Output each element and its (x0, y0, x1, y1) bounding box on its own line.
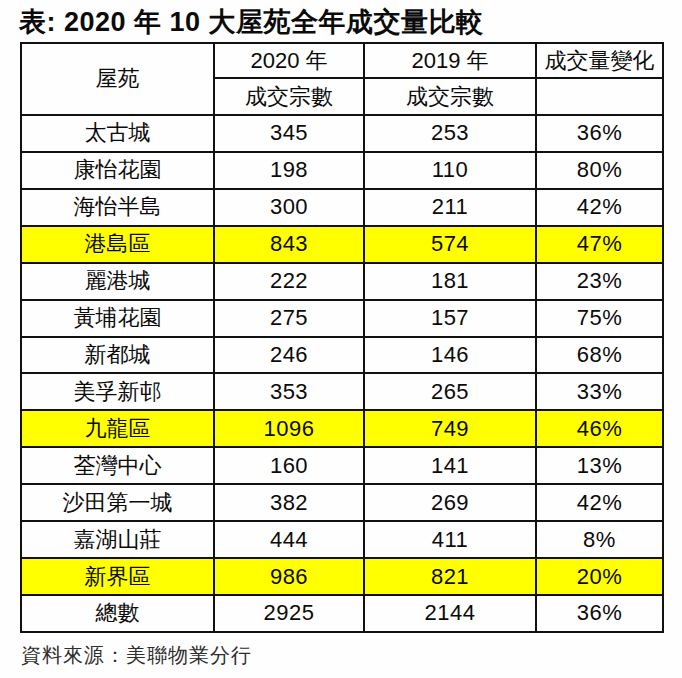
change-cell: 13% (536, 447, 663, 484)
estate-cell: 總數 (21, 595, 214, 632)
page: 表: 2020 年 10 大屋苑全年成交量比較 屋苑 2020 年 2019 年… (0, 0, 682, 678)
deals-2020-cell: 345 (214, 115, 364, 152)
header-change-empty (536, 78, 663, 115)
deals-2020-cell: 300 (214, 189, 364, 226)
deals-2019-cell: 265 (364, 373, 536, 410)
deals-2019-cell: 253 (364, 115, 536, 152)
estate-cell: 九龍區 (21, 410, 214, 447)
deals-2020-cell: 843 (214, 226, 364, 263)
deals-2019-cell: 110 (364, 152, 536, 189)
change-cell: 46% (536, 410, 663, 447)
table-row: 康怡花園 198 110 80% (21, 152, 663, 189)
estate-cell: 新界區 (21, 558, 214, 595)
table-row: 麗港城 222 181 23% (21, 263, 663, 300)
deals-2019-cell: 749 (364, 410, 536, 447)
deals-2020-cell: 986 (214, 558, 364, 595)
change-cell: 20% (536, 558, 663, 595)
table-row: 新都城 246 146 68% (21, 337, 663, 374)
header-year-2019: 2019 年 (364, 43, 536, 78)
estate-cell: 荃灣中心 (21, 447, 214, 484)
change-cell: 42% (536, 484, 663, 521)
table-row-district-subtotal: 九龍區 1096 749 46% (21, 410, 663, 447)
change-cell: 42% (536, 189, 663, 226)
deals-2020-cell: 222 (214, 263, 364, 300)
deals-2019-cell: 141 (364, 447, 536, 484)
deals-2019-cell: 157 (364, 300, 536, 337)
change-cell: 33% (536, 373, 663, 410)
estate-cell: 黃埔花園 (21, 300, 214, 337)
estate-cell: 港島區 (21, 226, 214, 263)
deals-2020-cell: 444 (214, 521, 364, 558)
deals-2020-cell: 2925 (214, 595, 364, 632)
deals-2020-cell: 275 (214, 300, 364, 337)
change-cell: 68% (536, 337, 663, 374)
estate-cell: 麗港城 (21, 263, 214, 300)
deals-2020-cell: 198 (214, 152, 364, 189)
table-row: 海怡半島 300 211 42% (21, 189, 663, 226)
table-row: 荃灣中心 160 141 13% (21, 447, 663, 484)
change-cell: 36% (536, 595, 663, 632)
table-row: 黃埔花園 275 157 75% (21, 300, 663, 337)
table-row-district-subtotal: 新界區 986 821 20% (21, 558, 663, 595)
deals-2020-cell: 353 (214, 373, 364, 410)
header-deals-2019: 成交宗數 (364, 78, 536, 115)
deals-2019-cell: 181 (364, 263, 536, 300)
estate-cell: 新都城 (21, 337, 214, 374)
change-cell: 36% (536, 115, 663, 152)
chart-title: 表: 2020 年 10 大屋苑全年成交量比較 (19, 4, 484, 40)
header-change: 成交量變化 (536, 43, 663, 78)
table-row: 嘉湖山莊 444 411 8% (21, 521, 663, 558)
change-cell: 23% (536, 263, 663, 300)
estate-cell: 太古城 (21, 115, 214, 152)
table-header-row-1: 屋苑 2020 年 2019 年 成交量變化 (21, 43, 663, 78)
deals-2019-cell: 2144 (364, 595, 536, 632)
table-row-district-subtotal: 港島區 843 574 47% (21, 226, 663, 263)
estate-cell: 嘉湖山莊 (21, 521, 214, 558)
estate-cell: 沙田第一城 (21, 484, 214, 521)
table-row: 沙田第一城 382 269 42% (21, 484, 663, 521)
deals-2020-cell: 1096 (214, 410, 364, 447)
deals-2020-cell: 246 (214, 337, 364, 374)
deals-2019-cell: 146 (364, 337, 536, 374)
header-estate: 屋苑 (21, 43, 214, 115)
table-row: 太古城 345 253 36% (21, 115, 663, 152)
estate-cell: 海怡半島 (21, 189, 214, 226)
header-deals-2020: 成交宗數 (214, 78, 364, 115)
deals-2019-cell: 574 (364, 226, 536, 263)
change-cell: 80% (536, 152, 663, 189)
table-row-total: 總數 2925 2144 36% (21, 595, 663, 632)
estate-cell: 康怡花園 (21, 152, 214, 189)
header-year-2020: 2020 年 (214, 43, 364, 78)
deals-2020-cell: 382 (214, 484, 364, 521)
change-cell: 75% (536, 300, 663, 337)
transactions-table: 屋苑 2020 年 2019 年 成交量變化 成交宗數 成交宗數 太古城 345… (20, 42, 664, 633)
deals-2019-cell: 821 (364, 558, 536, 595)
change-cell: 8% (536, 521, 663, 558)
deals-2019-cell: 411 (364, 521, 536, 558)
deals-2019-cell: 211 (364, 189, 536, 226)
deals-2019-cell: 269 (364, 484, 536, 521)
estate-cell: 美孚新邨 (21, 373, 214, 410)
deals-2020-cell: 160 (214, 447, 364, 484)
change-cell: 47% (536, 226, 663, 263)
table-row: 美孚新邨 353 265 33% (21, 373, 663, 410)
source-note: 資料來源：美聯物業分行 (21, 642, 252, 669)
